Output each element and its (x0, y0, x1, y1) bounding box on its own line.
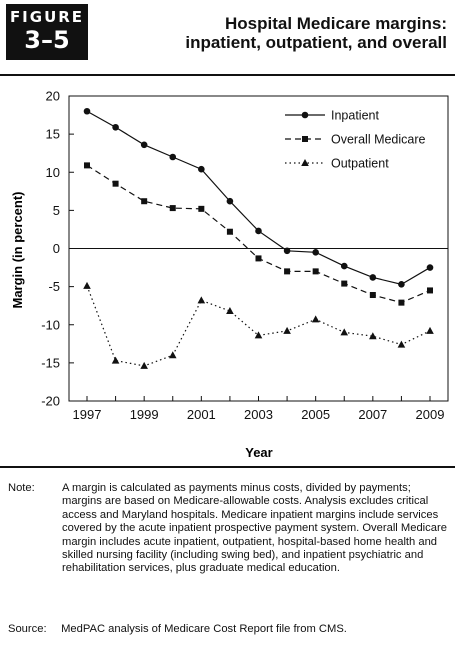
data-point-outpatient (311, 315, 320, 323)
data-point-outpatient (283, 326, 291, 334)
figure-badge: FIGURE 3–5 (6, 4, 88, 60)
figure-title: Hospital Medicare margins: inpatient, ou… (185, 14, 447, 52)
chart-series (83, 107, 434, 369)
note-label: Note: (8, 482, 35, 494)
data-point-inpatient (398, 281, 405, 288)
data-point-outpatient (168, 351, 177, 359)
note: Note: A margin is calculated as payments… (8, 482, 448, 576)
y-tick-label: 5 (53, 203, 60, 218)
data-point-overall-medicare (284, 268, 291, 275)
legend-label-outpatient: Outpatient (331, 157, 389, 171)
data-point-inpatient (83, 107, 91, 115)
top-rule (0, 74, 455, 76)
x-tick-label: 1997 (73, 407, 102, 422)
chart-legend: Inpatient Overall Medicare Outpatient (285, 109, 426, 171)
y-tick-label: -5 (48, 279, 60, 294)
data-point-inpatient (169, 153, 177, 161)
y-tick-label: -10 (41, 317, 60, 332)
legend-label-overall-medicare: Overall Medicare (331, 133, 426, 147)
data-point-overall-medicare (198, 205, 205, 212)
data-point-outpatient (226, 307, 234, 315)
figure-number: 3–5 (24, 26, 70, 54)
y-tick-label: -15 (41, 355, 60, 370)
legend-marker-outpatient (301, 159, 309, 166)
bottom-rule (0, 466, 455, 468)
data-point-inpatient (426, 264, 434, 271)
y-tick-label: -20 (41, 394, 60, 409)
source-label: Source: (8, 623, 47, 635)
data-point-outpatient (397, 340, 406, 348)
figure-title-line-2: inpatient, outpatient, and overall (185, 33, 447, 52)
data-point-outpatient (197, 296, 206, 304)
source: Source: MedPAC analysis of Medicare Cost… (8, 623, 448, 635)
data-point-overall-medicare (84, 162, 90, 169)
data-point-inpatient (112, 123, 119, 131)
data-point-overall-medicare (141, 198, 148, 205)
data-point-inpatient (198, 165, 205, 173)
y-tick-label: 0 (53, 241, 60, 256)
data-point-overall-medicare (312, 268, 319, 275)
y-tick-label: 20 (46, 89, 60, 104)
data-point-overall-medicare (398, 299, 405, 306)
data-point-inpatient (312, 249, 319, 256)
data-point-overall-medicare (169, 205, 176, 212)
x-tick-label: 2007 (358, 407, 387, 422)
data-point-outpatient (83, 281, 91, 289)
x-tick-label: 2003 (244, 407, 273, 422)
data-point-outpatient (111, 356, 120, 364)
data-point-inpatient (340, 262, 348, 270)
figure-title-line-1: Hospital Medicare margins: (224, 14, 447, 33)
x-axis-label: Year (245, 445, 272, 460)
data-point-outpatient (340, 328, 349, 336)
data-point-inpatient (369, 274, 377, 281)
data-point-outpatient (140, 361, 148, 369)
data-point-inpatient (226, 197, 234, 205)
series-inpatient (83, 107, 434, 288)
data-point-overall-medicare (369, 292, 376, 299)
legend-marker-inpatient (301, 111, 309, 119)
data-point-outpatient (369, 332, 377, 340)
data-point-outpatient (426, 326, 434, 334)
series-line-outpatient (86, 285, 431, 367)
x-tick-label: 2001 (187, 407, 216, 422)
x-tick-label: 2009 (416, 407, 445, 422)
x-tick-label: 1999 (130, 407, 159, 422)
data-point-outpatient (254, 331, 263, 339)
legend-label-inpatient: Inpatient (331, 109, 379, 123)
series-outpatient (83, 281, 434, 369)
data-point-overall-medicare (112, 180, 119, 187)
data-point-overall-medicare (255, 255, 262, 262)
source-text: MedPAC analysis of Medicare Cost Report … (61, 623, 347, 635)
data-point-overall-medicare (427, 287, 433, 294)
data-point-overall-medicare (226, 228, 233, 235)
legend-marker-overall-medicare (302, 136, 308, 142)
data-point-inpatient (255, 227, 262, 235)
y-tick-label: 10 (46, 165, 60, 180)
data-point-inpatient (283, 247, 291, 255)
chart-axes: 20 15 10 5 0 -5 -10 -15 -20 1997 1999 2001 2003 2005 2… (41, 89, 449, 422)
data-point-overall-medicare (341, 280, 348, 287)
x-tick-label: 2005 (301, 407, 330, 422)
y-axis-label: Margin (in percent) (10, 191, 25, 308)
series-overall-medicare (84, 162, 433, 306)
note-text: A margin is calculated as payments minus… (62, 482, 447, 575)
figure-label: FIGURE (9, 8, 85, 26)
y-tick-label: 15 (46, 127, 60, 142)
data-point-inpatient (140, 141, 148, 149)
margin-line-chart: 20 15 10 5 0 -5 -10 -15 -20 1997 1999 2001 2003 2005 2… (10, 89, 449, 460)
